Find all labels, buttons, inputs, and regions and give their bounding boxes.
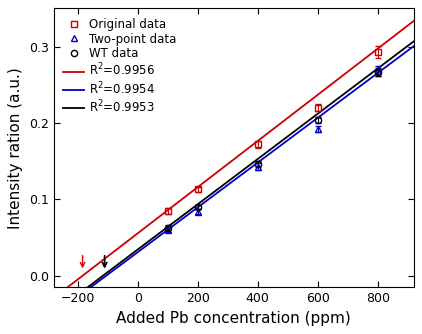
Legend: Original data, Two-point data, WT data, R$^2$=0.9956, R$^2$=0.9954, R$^2$=0.9953: Original data, Two-point data, WT data, … (60, 14, 180, 119)
X-axis label: Added Pb concentration (ppm): Added Pb concentration (ppm) (116, 311, 351, 326)
Y-axis label: Intensity ration (a.u.): Intensity ration (a.u.) (8, 67, 23, 229)
